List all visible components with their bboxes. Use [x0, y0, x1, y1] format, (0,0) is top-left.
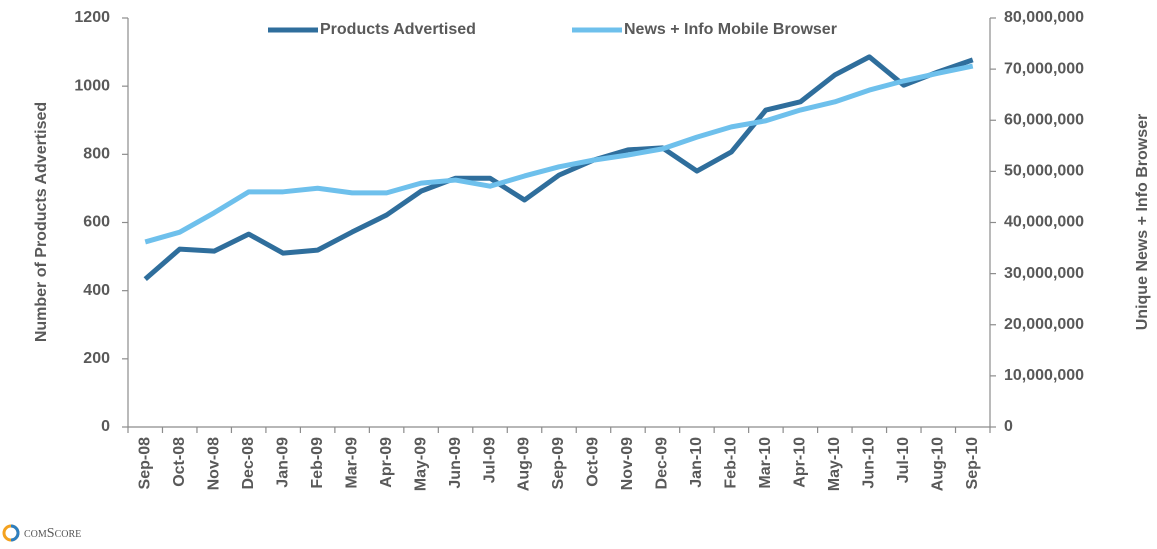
x-tick-label: Jul-09	[481, 437, 498, 483]
y-tick-label: 1200	[74, 9, 110, 26]
x-tick-label: Sep-09	[550, 437, 567, 490]
x-tick-label: Mar-09	[343, 437, 360, 489]
y-tick-label: 400	[83, 282, 110, 299]
x-tick-label: Sep-08	[136, 437, 153, 490]
x-tick-label: Jun-10	[861, 437, 878, 489]
x-tick-label: Feb-10	[723, 437, 740, 489]
y-tick-label: 1000	[74, 77, 110, 94]
x-tick-label: Aug-10	[929, 437, 946, 491]
y-tick-label: 0	[101, 418, 110, 435]
y2-tick-label: 80,000,000	[1004, 9, 1084, 26]
x-tick-label: Feb-09	[309, 437, 326, 489]
legend-label: News + Info Mobile Browser	[624, 21, 837, 38]
series-line	[144, 63, 974, 245]
x-tick-label: May-10	[826, 437, 843, 491]
x-tick-label: Dec-09	[654, 437, 671, 490]
y-tick-label: 800	[83, 146, 110, 163]
x-tick-label: Oct-09	[585, 437, 602, 487]
x-tick-label: Oct-08	[171, 437, 188, 487]
y2-tick-label: 10,000,000	[1004, 367, 1084, 384]
x-tick-label: Jan-10	[688, 437, 705, 488]
x-tick-label: Nov-09	[619, 437, 636, 490]
legend-label: Products Advertised	[320, 21, 476, 38]
y2-tick-label: 50,000,000	[1004, 163, 1084, 180]
y2-tick-label: 0	[1004, 418, 1013, 435]
x-tick-label: Sep-10	[964, 437, 981, 490]
x-tick-label: Jul-10	[895, 437, 912, 483]
y2-tick-label: 70,000,000	[1004, 60, 1084, 77]
y2-tick-label: 60,000,000	[1004, 111, 1084, 128]
logo-text: comScore	[24, 526, 81, 541]
x-tick-label: Apr-10	[792, 437, 809, 488]
x-tick-label: Mar-10	[757, 437, 774, 489]
logo-icon-part	[10, 524, 20, 542]
y2-tick-label: 40,000,000	[1004, 214, 1084, 231]
x-tick-label: Apr-09	[378, 437, 395, 488]
y-tick-label: 200	[83, 350, 110, 367]
logo: comScore	[2, 524, 81, 542]
x-tick-label: Jan-09	[274, 437, 291, 488]
series-line	[143, 54, 974, 281]
x-tick-label: Aug-09	[516, 437, 533, 491]
y2-axis-title: Unique News + Info Browser	[1134, 114, 1151, 330]
y-axis-title: Number of Products Advertised	[33, 102, 50, 342]
x-tick-label: Nov-08	[205, 437, 222, 490]
x-tick-label: Dec-08	[240, 437, 257, 490]
x-tick-label: Jun-09	[447, 437, 464, 489]
x-tick-label: May-09	[412, 437, 429, 491]
y2-tick-label: 30,000,000	[1004, 265, 1084, 282]
y-tick-label: 600	[83, 214, 110, 231]
y2-tick-label: 20,000,000	[1004, 316, 1084, 333]
